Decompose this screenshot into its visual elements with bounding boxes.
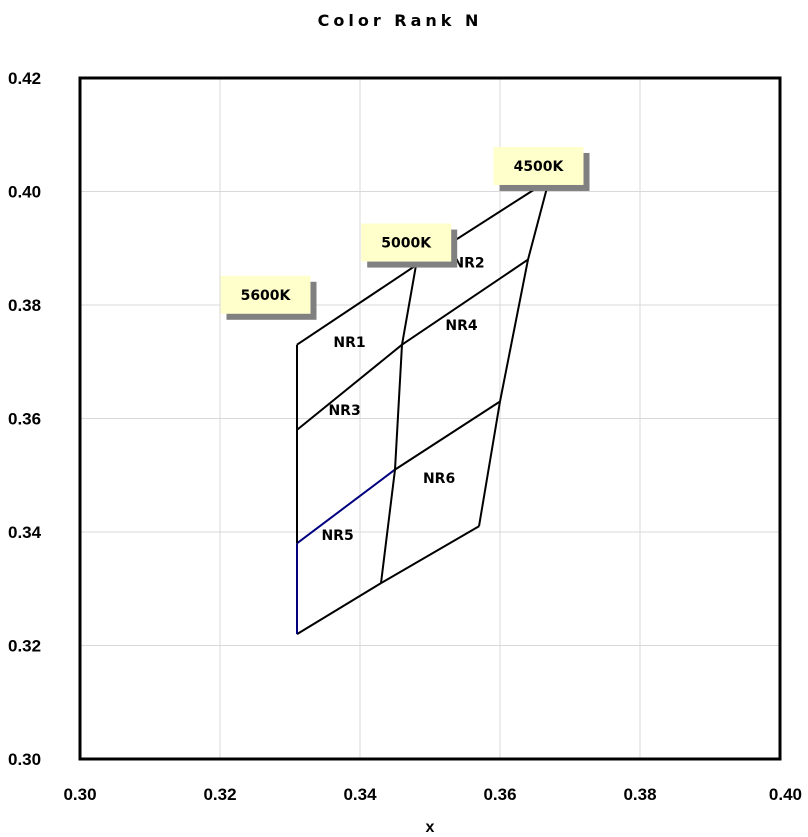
x-tick-label: 0.32 — [203, 785, 236, 804]
y-tick-label: 0.38 — [8, 296, 41, 315]
x-tick-label: 0.30 — [63, 785, 96, 804]
callout-4500k: 4500K — [493, 146, 590, 191]
y-tick-label: 0.40 — [8, 183, 41, 202]
bottom-edge-line — [296, 582, 382, 635]
callout-label: 5000K — [381, 236, 432, 252]
chart-title: Color Rank N — [318, 11, 483, 30]
region-label-nr3: NR3 — [328, 403, 360, 419]
y-tick-label: 0.34 — [8, 523, 42, 542]
callout-box — [361, 223, 452, 262]
plot-area-frame — [78, 76, 782, 761]
middle-edge-line — [380, 265, 417, 584]
region-label-nr4: NR4 — [445, 318, 477, 334]
x-tick-label: 0.40 — [769, 785, 802, 804]
rank-region-outlines — [296, 179, 550, 635]
rank-region-labels: NR1 NR2 NR3 NR4 NR5 NR6 — [321, 255, 484, 543]
row2-divider-left-line — [296, 468, 396, 545]
region-label-nr1: NR1 — [333, 335, 365, 351]
callout-box — [493, 146, 584, 185]
region-label-nr6: NR6 — [423, 471, 455, 487]
y-tick-label: 0.42 — [8, 69, 41, 88]
y-tick-label: 0.32 — [8, 637, 41, 656]
x-axis-label: x — [426, 819, 435, 836]
x-tick-label: 0.38 — [623, 785, 656, 804]
callout-label: 4500K — [514, 159, 565, 175]
cct-callouts: 5600K 5000K 4500K — [220, 146, 590, 320]
x-tick-label: 0.34 — [343, 785, 377, 804]
callout-5000k: 5000K — [361, 223, 458, 268]
x-axis-tick-labels: 0.30 0.32 0.34 0.36 0.38 0.40 — [63, 785, 802, 804]
region-label-nr2: NR2 — [452, 255, 484, 271]
x-tick-label: 0.36 — [483, 785, 516, 804]
gridlines — [80, 78, 780, 759]
row2-divider-right-line — [394, 400, 501, 471]
y-tick-label: 0.30 — [8, 750, 41, 769]
callout-box — [220, 275, 311, 314]
callout-5600k: 5600K — [220, 275, 317, 320]
right-edge-line — [478, 179, 550, 527]
y-axis-tick-labels: 0.30 0.32 0.34 0.36 0.38 0.40 0.42 — [8, 69, 42, 769]
callout-label: 5600K — [241, 288, 292, 304]
bottom-right-edge-line — [380, 525, 480, 584]
region-label-nr5: NR5 — [321, 528, 353, 544]
y-tick-label: 0.36 — [8, 410, 41, 429]
